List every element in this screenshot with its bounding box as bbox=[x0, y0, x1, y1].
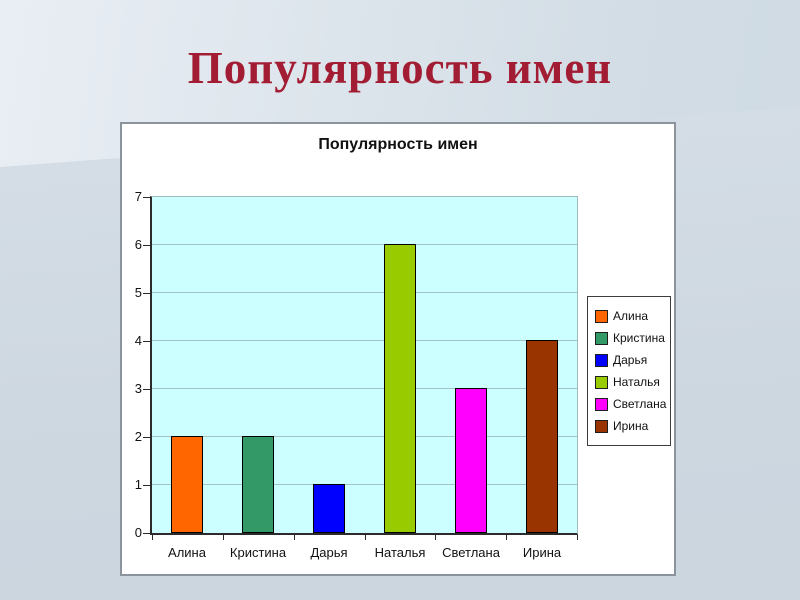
chart-bar bbox=[242, 436, 274, 533]
gridline bbox=[152, 436, 577, 437]
x-axis-label: Кристина bbox=[229, 545, 287, 560]
chart-bar bbox=[455, 388, 487, 533]
gridline bbox=[152, 484, 577, 485]
x-axis-label: Алина bbox=[168, 545, 206, 560]
legend-item: Кристина bbox=[595, 327, 665, 349]
y-axis-tick bbox=[143, 341, 150, 342]
gridline bbox=[152, 388, 577, 389]
x-axis-label: Светлана bbox=[442, 545, 500, 560]
y-axis-tick-label: 2 bbox=[134, 429, 142, 444]
gridline bbox=[152, 340, 577, 341]
x-axis-tick bbox=[435, 535, 436, 540]
chart-bar bbox=[171, 436, 203, 533]
y-axis-tick-label: 4 bbox=[134, 333, 142, 348]
legend-label: Наталья bbox=[613, 375, 660, 389]
chart-title: Популярность имен bbox=[318, 136, 478, 153]
legend-item: Светлана bbox=[595, 393, 667, 415]
chart-bar bbox=[526, 340, 558, 533]
x-axis-label: Дарья bbox=[310, 545, 348, 560]
y-axis-tick-label: 3 bbox=[134, 381, 142, 396]
x-axis-tick bbox=[152, 535, 153, 540]
chart-container: Популярность имен 0 1 2 3 4 5 6 7 Алина Кристина… bbox=[120, 122, 676, 576]
chart-bar bbox=[384, 244, 416, 533]
legend-label: Кристина bbox=[613, 331, 665, 345]
legend-swatch bbox=[595, 331, 608, 345]
legend-swatch bbox=[595, 353, 608, 367]
y-axis-tick bbox=[143, 245, 150, 246]
y-axis-tick-label: 5 bbox=[134, 285, 142, 300]
gridline bbox=[152, 244, 577, 245]
y-axis-tick bbox=[143, 437, 150, 438]
y-axis-tick bbox=[143, 389, 150, 390]
y-axis-tick-label: 1 bbox=[134, 477, 142, 492]
x-axis-tick bbox=[365, 535, 366, 540]
x-axis-tick bbox=[223, 535, 224, 540]
x-axis-label: Ирина bbox=[522, 545, 562, 560]
chart-bar bbox=[313, 484, 345, 533]
legend-swatch bbox=[595, 397, 608, 411]
y-axis-tick bbox=[143, 533, 150, 534]
y-axis-tick bbox=[143, 293, 150, 294]
legend-item: Дарья bbox=[595, 349, 665, 371]
legend-swatch bbox=[595, 309, 608, 323]
x-axis-tick bbox=[294, 535, 295, 540]
y-axis-tick bbox=[143, 485, 150, 486]
legend-item: Наталья bbox=[595, 371, 665, 393]
gridline bbox=[152, 292, 577, 293]
y-axis-tick-label: 6 bbox=[134, 237, 142, 252]
y-axis-tick-label: 0 bbox=[134, 525, 142, 540]
x-axis-label: Наталья bbox=[374, 545, 426, 560]
y-axis-tick bbox=[143, 197, 150, 198]
x-axis-tick bbox=[506, 535, 507, 540]
legend: Алина Кристина Дарья Наталья Светлана Ирина bbox=[587, 296, 671, 446]
x-axis-tick bbox=[577, 535, 578, 540]
legend-item: Ирина bbox=[595, 415, 665, 437]
legend-label: Алина bbox=[613, 309, 649, 323]
legend-item: Алина bbox=[595, 305, 665, 327]
legend-swatch bbox=[595, 419, 608, 433]
legend-label: Светлана bbox=[613, 397, 667, 411]
legend-label: Дарья bbox=[613, 353, 648, 367]
y-axis-tick-label: 7 bbox=[134, 189, 142, 204]
slide-title: Популярность имен bbox=[187, 43, 613, 93]
legend-label: Ирина bbox=[613, 419, 649, 433]
plot-area bbox=[150, 196, 578, 535]
legend-swatch bbox=[595, 375, 608, 389]
